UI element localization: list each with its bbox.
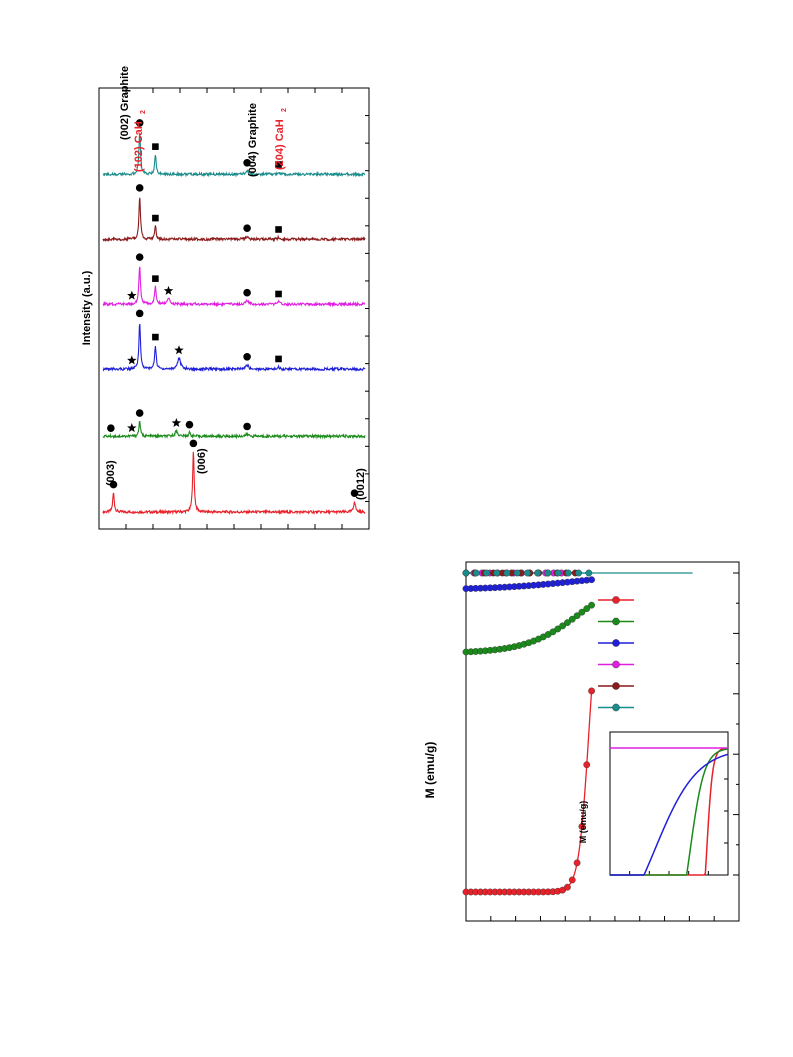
xrd-square-marker xyxy=(275,161,282,168)
xrd-circle-marker xyxy=(135,184,144,192)
magnetization-figure: M (emu/g) M (emu/g) xyxy=(423,561,740,922)
mag-series-points xyxy=(462,569,595,896)
xrd-series-line xyxy=(102,323,366,373)
xrd-series-line xyxy=(102,420,366,440)
label-102-cah2: (102) CaH 2 xyxy=(133,110,147,172)
label-102-cah2-subscript: 2 xyxy=(140,110,147,114)
xrd-circle-marker xyxy=(135,409,144,417)
mag-data-point xyxy=(524,569,531,577)
xrd-circle-marker xyxy=(135,253,144,261)
mag-plot-frame xyxy=(465,561,740,922)
mag-series-line xyxy=(466,690,593,893)
label-002-graphite: (002) Graphite xyxy=(119,66,131,140)
xrd-figure: Intensity (a.u.) (002) Graphite (102) Ca… xyxy=(81,66,370,530)
xrd-square-marker xyxy=(275,355,282,363)
xrd-star-marker xyxy=(127,290,137,300)
xrd-circle-marker xyxy=(243,422,251,431)
mag-data-point xyxy=(554,569,562,577)
legend-marker xyxy=(612,660,620,669)
label-102-cah2-text: (102) CaH xyxy=(133,121,145,172)
xrd-circle-marker xyxy=(243,224,251,232)
xrd-series-line xyxy=(102,133,366,178)
xrd-circle-marker xyxy=(243,288,251,297)
mag-y-axis-label: M (emu/g) xyxy=(423,742,437,799)
mag-data-point xyxy=(585,569,593,577)
mag-data-point xyxy=(493,569,501,577)
mag-data-point xyxy=(483,569,490,577)
xrd-star-marker xyxy=(171,418,182,428)
mag-data-point xyxy=(462,569,470,577)
mag-data-point xyxy=(583,761,591,769)
mag-data-point xyxy=(578,823,586,830)
xrd-circle-marker xyxy=(135,119,144,127)
xrd-circle-marker xyxy=(243,352,251,361)
xrd-ticks xyxy=(98,87,370,530)
legend-marker xyxy=(612,639,620,647)
mag-data-point xyxy=(544,569,552,577)
legend-marker xyxy=(612,596,620,604)
mag-data-point xyxy=(573,612,581,620)
mag-data-point xyxy=(554,625,562,633)
mag-ticks xyxy=(490,572,739,921)
xrd-circle-marker xyxy=(350,489,359,497)
mag-data-point xyxy=(559,622,566,630)
mag-data-point xyxy=(564,569,572,577)
xrd-series-line xyxy=(102,197,366,243)
mag-data-point xyxy=(503,569,511,577)
label-204-cah2-subscript: 2 xyxy=(281,108,288,112)
mag-data-point xyxy=(534,569,542,577)
mag-data-point xyxy=(588,601,595,609)
xrd-circle-marker xyxy=(135,309,144,318)
xrd-circle-marker xyxy=(185,420,194,429)
mag-data-point xyxy=(575,569,583,577)
xrd-markers xyxy=(107,119,359,497)
xrd-square-marker xyxy=(152,214,159,222)
inset-series-line xyxy=(610,753,729,876)
legend-marker xyxy=(612,682,620,690)
label-0012: (0012) xyxy=(355,468,367,500)
xrd-series-lines xyxy=(102,133,366,516)
xrd-star-marker xyxy=(163,285,174,295)
xrd-square-marker xyxy=(152,143,159,150)
xrd-circle-marker xyxy=(109,480,118,489)
mag-legend xyxy=(598,596,634,712)
xrd-star-marker xyxy=(127,355,137,365)
xrd-y-axis-label: Intensity (a.u.) xyxy=(81,270,93,345)
legend-marker xyxy=(612,617,620,626)
inset-y-axis-label: M (emu/g) xyxy=(578,801,588,844)
mag-data-point xyxy=(568,615,576,623)
mag-data-point xyxy=(578,608,586,616)
mag-data-point xyxy=(573,859,581,867)
mag-data-point xyxy=(564,619,571,627)
mag-inset: M (emu/g) xyxy=(578,731,729,876)
xrd-square-marker xyxy=(275,226,282,233)
legend-marker xyxy=(612,703,620,712)
xrd-star-marker xyxy=(127,423,137,433)
mag-data-point xyxy=(588,576,595,584)
xrd-circle-marker xyxy=(189,439,198,448)
xrd-circle-marker xyxy=(243,158,251,167)
xrd-series-line xyxy=(102,451,366,516)
mag-data-point xyxy=(568,876,576,884)
label-004-graphite: (004) Graphite xyxy=(247,103,259,177)
mag-data-point xyxy=(588,687,595,695)
inset-frame xyxy=(609,731,729,876)
label-003: (003) xyxy=(105,460,117,486)
mag-data-point xyxy=(472,569,480,577)
label-204-cah2: (204) CaH 2 xyxy=(274,108,288,170)
mag-data-point xyxy=(583,605,591,613)
xrd-series-line xyxy=(102,266,366,308)
mag-data-point xyxy=(564,883,571,891)
xrd-square-marker xyxy=(152,275,159,282)
label-006: (006) xyxy=(196,448,208,474)
xrd-square-marker xyxy=(275,290,282,298)
mag-data-point xyxy=(513,569,521,577)
inset-series-lines xyxy=(610,747,729,876)
xrd-circle-marker xyxy=(107,424,115,433)
label-204-cah2-text: (204) CaH xyxy=(274,119,286,170)
xrd-square-marker xyxy=(152,333,159,341)
xrd-star-marker xyxy=(174,345,184,355)
